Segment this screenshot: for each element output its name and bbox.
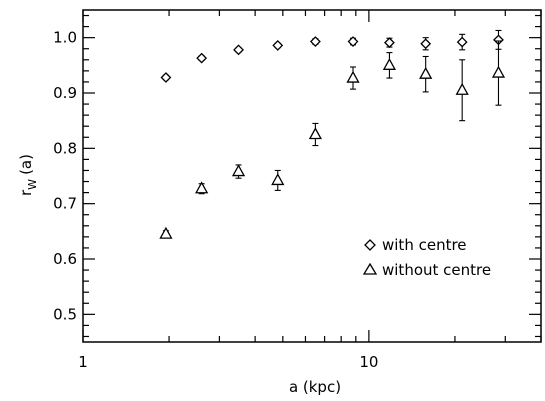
- diamond-point-with-centre: [233, 44, 244, 56]
- triangle-point-without-centre: [159, 226, 173, 239]
- y-axis-label-suffix: (a): [17, 154, 35, 175]
- y-tick-label: 0.6: [53, 250, 77, 268]
- legend-label-with-centre: with centre: [382, 236, 467, 254]
- x-tick-label: 1: [78, 353, 88, 371]
- legend: with centre without centre: [362, 236, 491, 279]
- diamond-point-with-centre: [272, 39, 284, 51]
- triangle-point-without-centre: [491, 65, 506, 78]
- y-tick-label: 0.8: [53, 139, 77, 157]
- triangle-point-without-centre: [308, 127, 322, 140]
- x-axis-label: a (kpc): [289, 378, 341, 396]
- data-marks: [159, 29, 506, 239]
- diamond-point-with-centre: [384, 37, 395, 49]
- triangle-point-without-centre: [346, 70, 360, 83]
- diamond-point-with-centre: [347, 36, 359, 47]
- ticks: [82, 10, 542, 342]
- y-axis-label-subscript: W: [26, 179, 39, 190]
- plot-frame: [82, 9, 542, 343]
- y-tick-label: 0.5: [53, 305, 77, 323]
- legend-label-without-centre: without centre: [382, 261, 491, 279]
- triangle-point-without-centre: [382, 57, 397, 70]
- triangle-point-without-centre: [419, 66, 433, 79]
- y-tick-label: 0.9: [53, 84, 77, 102]
- triangle-point-without-centre: [455, 82, 469, 95]
- diamond-point-with-centre: [309, 36, 321, 47]
- triangle-point-without-centre: [231, 164, 246, 177]
- y-axis-label: rW (a): [17, 154, 39, 196]
- y-tick-label: 1.0: [53, 29, 77, 47]
- triangle-point-without-centre: [271, 173, 285, 186]
- triangle-point-without-centre: [195, 181, 209, 194]
- diamond-point-with-centre: [456, 36, 468, 48]
- y-tick-label: 0.7: [53, 195, 77, 213]
- x-tick-label: 10: [359, 353, 378, 371]
- diamond-point-with-centre: [196, 52, 208, 64]
- axes: [82, 9, 542, 343]
- tick-labels: 1 10 0.5 0.6 0.7 0.8 0.9 1.0: [53, 29, 378, 371]
- diamond-point-with-centre: [160, 72, 172, 83]
- diamond-point-with-centre: [420, 38, 432, 50]
- legend-triangle-marker: [362, 262, 378, 275]
- legend-diamond-marker: [364, 239, 376, 251]
- y-axis-label-main: r: [17, 189, 35, 196]
